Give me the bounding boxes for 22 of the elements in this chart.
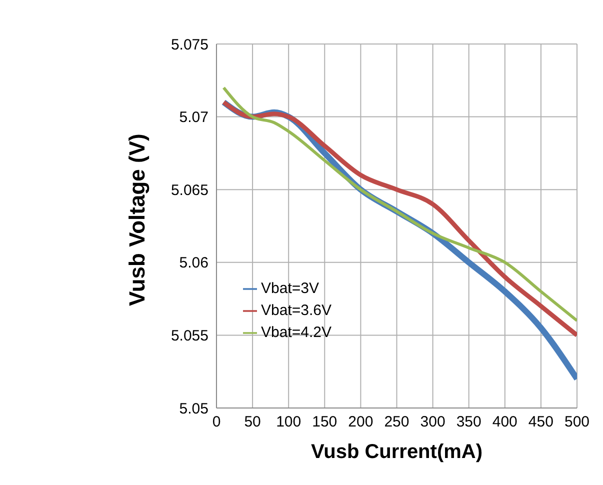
x-tick-label: 100 [276,414,302,431]
x-axis-title: Vusb Current(mA) [311,441,482,463]
y-tick-label: 5.065 [170,182,208,199]
x-tick-label: 450 [528,414,554,431]
x-tick-label: 150 [312,414,338,431]
x-tick-label: 250 [384,414,410,431]
x-tick-label: 50 [244,414,261,431]
legend-label: Vbat=4.2V [261,324,332,341]
y-tick-label: 5.055 [170,328,208,345]
x-tick-label: 350 [456,414,482,431]
legend-label: Vbat=3V [261,280,319,297]
legend-label: Vbat=3.6V [261,302,332,319]
y-axis-title: Vusb Voltage (V) [124,134,150,306]
y-tick-label: 5.075 [170,36,208,54]
x-tick-label: 400 [492,414,518,431]
y-tick-label: 5.05 [179,400,208,418]
y-tick-label: 5.07 [179,109,208,126]
y-tick-label: 5.06 [179,254,208,272]
x-tick-label: 300 [420,414,446,431]
x-tick-label: 500 [564,414,590,431]
x-tick-label: 200 [348,414,374,431]
x-tick-label: 0 [212,414,221,431]
